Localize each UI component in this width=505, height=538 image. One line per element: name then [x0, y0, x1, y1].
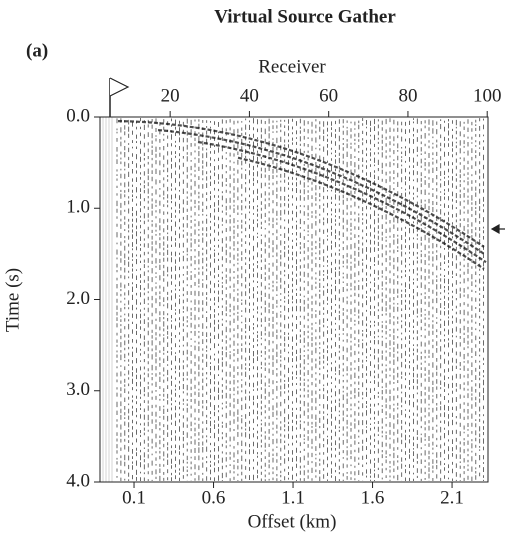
x2-tick-label: 100 — [473, 85, 502, 106]
x-axis-label: Offset (km) — [248, 511, 337, 532]
x2-axis-label: Receiver — [258, 56, 326, 77]
x-tick-label: 0.1 — [122, 487, 146, 508]
chart-title: Virtual Source Gather — [214, 6, 396, 27]
panel-label: (a) — [26, 40, 48, 61]
y-tick-label: 2.0 — [66, 288, 90, 309]
seismic-event — [197, 140, 487, 264]
seismic-texture — [116, 118, 484, 481]
x-tick-label: 1.6 — [361, 487, 385, 508]
y-tick-label: 0.0 — [66, 105, 90, 126]
x2-tick-label: 40 — [240, 85, 259, 106]
plot-frame — [99, 116, 489, 483]
y-tick-label: 4.0 — [66, 470, 90, 491]
y-tick-label: 1.0 — [66, 197, 90, 218]
seismic-event — [237, 156, 485, 270]
y-tick-label: 3.0 — [66, 379, 90, 400]
x2-tick-label: 20 — [161, 85, 180, 106]
seismic-event — [157, 129, 486, 256]
plot-area — [102, 117, 487, 482]
x-tick-label: 2.1 — [440, 487, 464, 508]
seismic-event — [118, 120, 485, 248]
source-flag — [109, 77, 130, 97]
y-axis-label: Time (s) — [2, 268, 23, 332]
event-arrow — [490, 223, 505, 235]
x2-tick-label: 60 — [319, 85, 338, 106]
x-tick-label: 0.6 — [202, 487, 226, 508]
x2-tick-label: 80 — [398, 85, 417, 106]
x-tick-label: 1.1 — [281, 487, 305, 508]
